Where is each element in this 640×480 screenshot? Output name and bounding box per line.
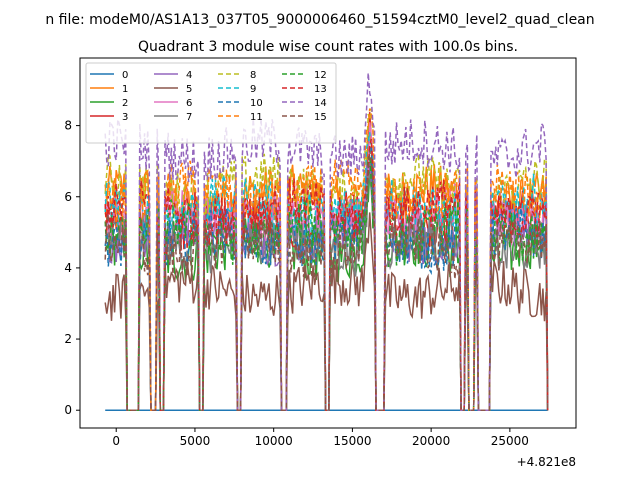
legend-label: 15 bbox=[314, 112, 327, 123]
legend-label: 1 bbox=[122, 84, 128, 95]
y-axis: 0 2 4 6 8 bbox=[64, 119, 80, 417]
legend-label: 2 bbox=[122, 98, 128, 109]
y-tick-label: 0 bbox=[64, 403, 72, 417]
legend-label: 6 bbox=[186, 98, 192, 109]
figure-suptitle: n file: modeM0/AS1A13_037T05_9000006460_… bbox=[45, 12, 594, 28]
legend-label: 10 bbox=[250, 98, 263, 109]
series-layer bbox=[104, 72, 549, 411]
legend-label: 14 bbox=[314, 98, 327, 109]
legend-label: 12 bbox=[314, 70, 327, 81]
plot-frame bbox=[79, 57, 577, 429]
y-tick-label: 8 bbox=[64, 119, 72, 133]
x-tick-label: 0 bbox=[112, 434, 120, 448]
y-tick-label: 2 bbox=[64, 332, 72, 346]
x-offset-label: +4.821e8 bbox=[517, 455, 576, 469]
x-tick-label: 25000 bbox=[491, 434, 529, 448]
y-tick-label: 6 bbox=[64, 190, 72, 204]
legend-label: 7 bbox=[186, 112, 192, 123]
chart-title: Quadrant 3 module wise count rates with … bbox=[138, 39, 518, 55]
y-tick-label: 4 bbox=[64, 261, 72, 275]
x-tick-label: 15000 bbox=[333, 434, 371, 448]
legend-label: 3 bbox=[122, 112, 128, 123]
legend-frame bbox=[85, 62, 337, 144]
x-tick-label: 5000 bbox=[180, 434, 211, 448]
legend-label: 0 bbox=[122, 70, 128, 81]
legend-label: 4 bbox=[186, 70, 192, 81]
legend-label: 5 bbox=[186, 84, 192, 95]
legend-label: 11 bbox=[250, 112, 263, 123]
legend-label: 13 bbox=[314, 84, 327, 95]
x-axis: 0 5000 10000 15000 20000 25000 bbox=[112, 428, 529, 448]
x-tick-label: 20000 bbox=[412, 434, 450, 448]
legend-label: 8 bbox=[250, 70, 256, 81]
series-line-15 bbox=[104, 150, 549, 411]
legend-label: 9 bbox=[250, 84, 256, 95]
x-tick-label: 10000 bbox=[255, 434, 293, 448]
